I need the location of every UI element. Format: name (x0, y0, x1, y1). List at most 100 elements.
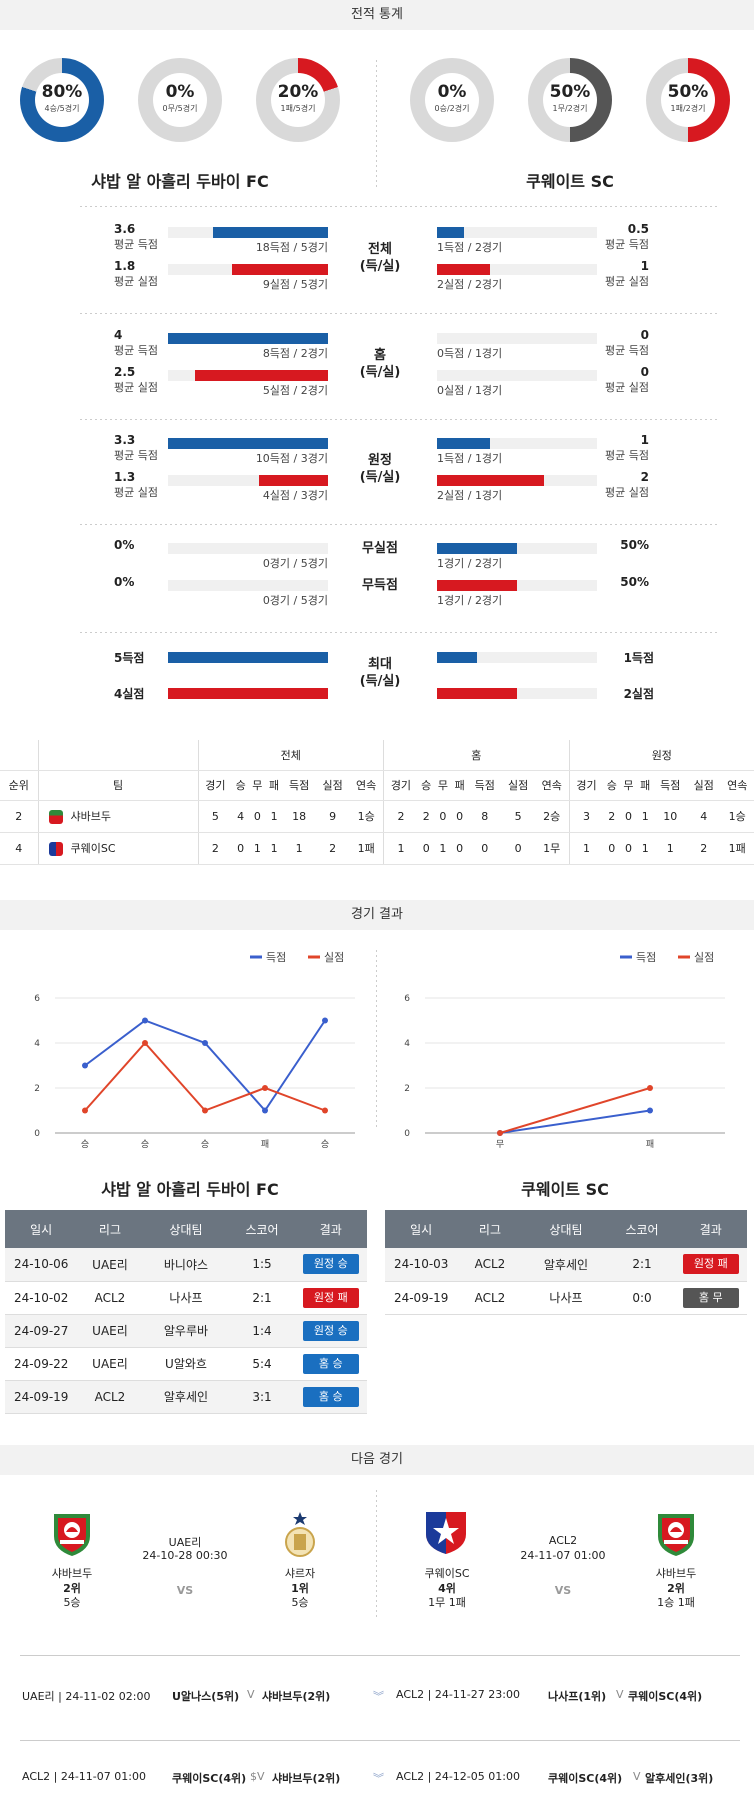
home-for-caption: 10득점 / 3경기 (255, 452, 328, 465)
home-clean-caption: 0경기 / 5경기 (262, 557, 328, 570)
data-point (202, 1107, 208, 1114)
bar-track (437, 438, 597, 449)
team-name[interactable]: 샤바브두 (70, 810, 111, 823)
max-title: 최대 (득/실) (340, 656, 420, 690)
away-clean-bar (437, 543, 517, 554)
away-clean-value: 50% (620, 538, 649, 552)
home-against-value: 2.5 (114, 365, 136, 379)
home-max-for: 5득점 (114, 651, 145, 665)
fixture-vs: V (247, 1688, 255, 1701)
stat-cell: 2 (603, 800, 621, 833)
column-header: 연속 (720, 770, 754, 801)
home-clean-value: 0% (114, 575, 135, 589)
data-point (497, 1130, 503, 1136)
donut-sub: 1무/2경기 (552, 104, 588, 113)
y-tick-label: 0 (404, 1129, 410, 1139)
fixture-team-b: 샤바브두(2위) (272, 1772, 341, 1785)
column-header: 리그 (457, 1210, 523, 1248)
x-tick-label: 무 (496, 1139, 504, 1150)
data-point (142, 1040, 148, 1046)
result-date: 24-10-02 (5, 1281, 78, 1315)
fixture-team-b: 쿠웨이SC(4위) (628, 1690, 703, 1703)
donut-sub: 1패/5경기 (280, 104, 316, 113)
clean-title: 무득점 (362, 578, 398, 593)
donut-center: 0% 0무/5경기 (153, 73, 207, 127)
stat-cell: 1 (636, 832, 654, 865)
stat-cell: 1 (265, 832, 283, 865)
team-logo-icon (48, 842, 63, 856)
result-date: 24-09-22 (5, 1347, 78, 1381)
bar-track (168, 475, 328, 486)
donut-percent: 0% (165, 82, 195, 102)
donut-center: 80% 4승/5경기 (35, 73, 89, 127)
divider (80, 419, 720, 420)
result-score: 5:4 (229, 1347, 295, 1381)
results-charts: 0 2 4 6 승 승 승 패 승 득점 실점 0 2 4 6 무 패 득점 실점 (34, 951, 725, 1150)
data-point (647, 1107, 653, 1114)
y-tick-label: 6 (34, 994, 40, 1004)
away-for-value: 1 (640, 433, 649, 447)
divider (20, 1655, 740, 1656)
next1-left-form: 5승 (63, 1596, 81, 1609)
home-for-bar (213, 227, 328, 238)
fixture-team-a: 쿠웨이SC(4위) (548, 1772, 623, 1785)
home-clean-value: 0% (114, 538, 135, 552)
away-max-for: 1득점 (623, 651, 654, 665)
next2-vs: VS (554, 1584, 572, 1597)
fixture-vs: V (616, 1688, 624, 1701)
donut-center: 20% 1패/5경기 (271, 73, 325, 127)
away-max-against: 2실점 (623, 687, 654, 701)
legend-label: 득점 (266, 951, 286, 964)
split-title: 홈 (득/실) (340, 347, 420, 381)
divider (80, 524, 720, 525)
stat-cell: 1 (282, 832, 316, 865)
result-badge: 홈 승 (302, 1353, 359, 1374)
donut-percent: 50% (667, 82, 709, 102)
split-title-main: 홈 (374, 348, 386, 363)
result-badge: 원정 패 (302, 1287, 359, 1308)
away-for-value: 0 (640, 328, 649, 342)
home-team-name: 샤밥 알 아흘리 두바이 FC (91, 172, 269, 191)
stat-cell: 2 (197, 832, 233, 865)
data-point (322, 1107, 328, 1114)
donut-chart: 50% 1패/2경기 (646, 58, 730, 142)
next2-league: ACL2 (548, 1534, 578, 1547)
column-header: 패 (451, 770, 468, 801)
next2-right-form: 1승 1패 (657, 1596, 695, 1609)
table-row: 24-09-27 UAE리 알우루바 1:4 원정 승 (5, 1314, 367, 1348)
stat-cell: 4 (232, 800, 249, 833)
team-name[interactable]: 쿠웨이SC (70, 842, 116, 855)
column-header: 결과 (674, 1210, 747, 1248)
result-date: 24-10-06 (5, 1248, 78, 1282)
donut-sub: 0승/2경기 (434, 104, 470, 113)
divider (20, 1740, 740, 1741)
stat-cell: 4 (686, 800, 721, 833)
divider (80, 632, 720, 633)
result-score: 1:4 (229, 1314, 295, 1348)
fixture-meta: ACL2 | 24-11-07 01:00 (22, 1770, 146, 1783)
fixture-team-a: 나사프(1위) (548, 1690, 607, 1703)
donut-center: 50% 1패/2경기 (661, 73, 715, 127)
next1-vs: VS (176, 1584, 194, 1597)
table-row: 24-10-03 ACL2 알후세인 2:1 원정 패 (385, 1248, 747, 1282)
x-tick-label: 승 (141, 1139, 149, 1150)
home-against-value: 1.3 (114, 470, 136, 484)
split-title-sub: (득/실) (359, 259, 401, 274)
away-clean-bar (437, 580, 517, 591)
donut-chart: 80% 4승/5경기 (20, 58, 104, 142)
away-against-value: 2 (640, 470, 649, 484)
stat-cell: 8 (467, 800, 502, 833)
result-opp: 나사프 (522, 1281, 610, 1315)
column-header: 스코어 (229, 1210, 295, 1248)
column-header: 경기 (568, 770, 604, 801)
home-for-bar (168, 438, 328, 449)
series-line (499, 1087, 651, 1134)
result-badge: 원정 승 (302, 1254, 359, 1275)
data-point (262, 1107, 268, 1114)
home-against-bar (232, 264, 328, 275)
stat-cell: 1 (636, 800, 654, 833)
stat-cell: 3 (568, 800, 604, 833)
column-header: 상대팀 (142, 1210, 230, 1248)
away-against-label: 평균 실점 (605, 275, 649, 288)
table-row: 4 쿠웨이SC 2 0 1 1 1 2 1패 1 0 1 0 0 0 1무 1 0 0 1 1 2 1패 (0, 832, 754, 865)
